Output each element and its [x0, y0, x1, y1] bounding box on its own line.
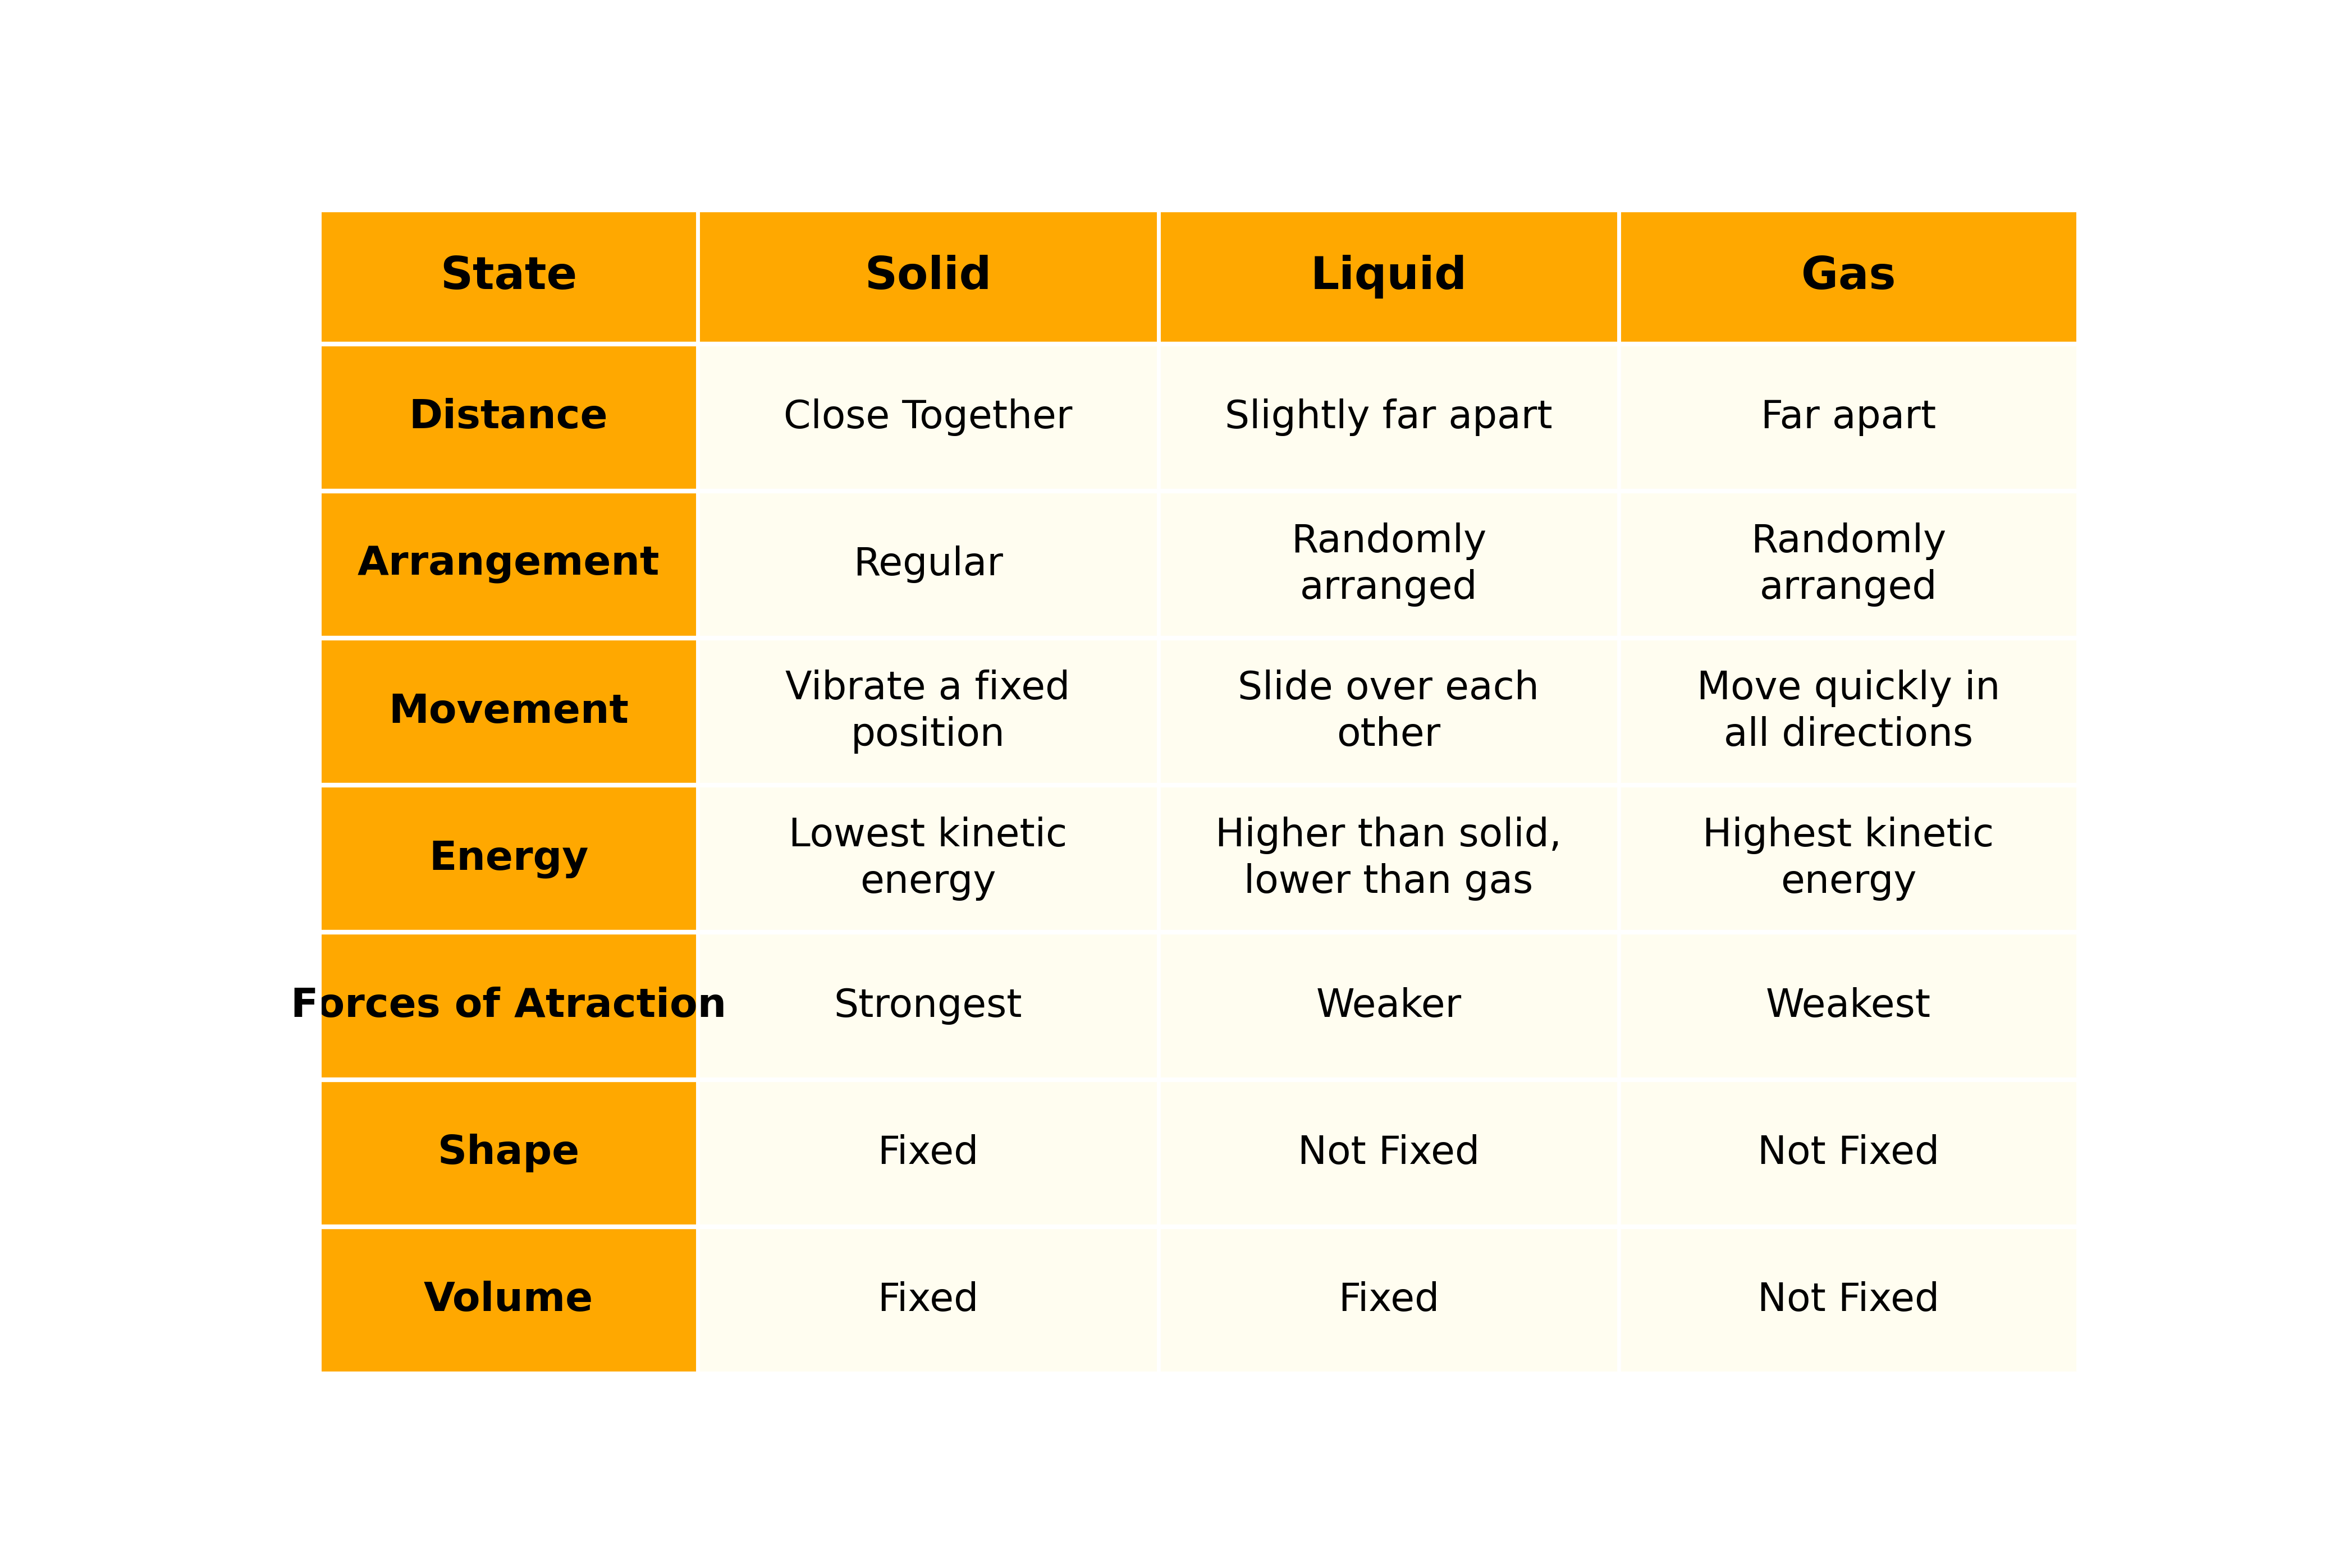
- Text: Randomly
arranged: Randomly arranged: [1291, 522, 1485, 607]
- Bar: [1158, 1226, 1619, 1374]
- Bar: [697, 210, 1158, 343]
- Text: Move quickly in
all directions: Move quickly in all directions: [1696, 670, 2000, 754]
- Text: Regular: Regular: [854, 546, 1003, 583]
- Bar: [697, 491, 1158, 638]
- Bar: [697, 786, 1158, 933]
- Text: Not Fixed: Not Fixed: [1757, 1134, 1939, 1171]
- Bar: [320, 491, 697, 638]
- Text: Far apart: Far apart: [1761, 398, 1937, 436]
- Bar: [1158, 786, 1619, 933]
- Bar: [1619, 343, 2077, 491]
- Bar: [320, 786, 697, 933]
- Bar: [1158, 1079, 1619, 1226]
- Bar: [1158, 210, 1619, 343]
- Bar: [697, 1226, 1158, 1374]
- Text: Gas: Gas: [1801, 256, 1895, 298]
- Bar: [320, 210, 697, 343]
- Bar: [1158, 491, 1619, 638]
- Bar: [1619, 638, 2077, 786]
- Text: Solid: Solid: [865, 256, 992, 298]
- Text: Movement: Movement: [388, 691, 629, 731]
- Bar: [320, 1079, 697, 1226]
- Text: Not Fixed: Not Fixed: [1298, 1134, 1481, 1171]
- Text: Fixed: Fixed: [877, 1281, 978, 1319]
- Bar: [1158, 638, 1619, 786]
- Bar: [1619, 786, 2077, 933]
- Text: Shape: Shape: [437, 1134, 580, 1173]
- Text: Strongest: Strongest: [833, 988, 1022, 1025]
- Bar: [320, 638, 697, 786]
- Text: Distance: Distance: [409, 398, 608, 436]
- Text: Energy: Energy: [428, 839, 589, 878]
- Text: Close Together: Close Together: [784, 398, 1071, 436]
- Text: Randomly
arranged: Randomly arranged: [1750, 522, 1946, 607]
- Text: Weaker: Weaker: [1317, 988, 1462, 1025]
- Bar: [320, 343, 697, 491]
- Text: Slightly far apart: Slightly far apart: [1226, 398, 1553, 436]
- Text: Volume: Volume: [423, 1281, 594, 1320]
- Text: Higher than solid,
lower than gas: Higher than solid, lower than gas: [1216, 817, 1562, 902]
- Bar: [1619, 933, 2077, 1079]
- Text: State: State: [440, 256, 578, 298]
- Bar: [1158, 343, 1619, 491]
- Bar: [1619, 1226, 2077, 1374]
- Bar: [697, 638, 1158, 786]
- Bar: [320, 933, 697, 1079]
- Bar: [1619, 1079, 2077, 1226]
- Bar: [1619, 210, 2077, 343]
- Bar: [697, 933, 1158, 1079]
- Bar: [1619, 491, 2077, 638]
- Text: Slide over each
other: Slide over each other: [1237, 670, 1539, 754]
- Bar: [320, 1226, 697, 1374]
- Text: Forces of Atraction: Forces of Atraction: [290, 986, 727, 1025]
- Text: Fixed: Fixed: [1338, 1281, 1438, 1319]
- Bar: [697, 343, 1158, 491]
- Text: Highest kinetic
energy: Highest kinetic energy: [1703, 817, 1995, 902]
- Bar: [697, 1079, 1158, 1226]
- Text: Arrangement: Arrangement: [358, 546, 660, 583]
- Text: Fixed: Fixed: [877, 1134, 978, 1171]
- Text: Weakest: Weakest: [1766, 988, 1932, 1025]
- Text: Vibrate a fixed
position: Vibrate a fixed position: [786, 670, 1071, 754]
- Text: Liquid: Liquid: [1310, 256, 1467, 298]
- Text: Lowest kinetic
energy: Lowest kinetic energy: [788, 817, 1067, 902]
- Bar: [1158, 933, 1619, 1079]
- Text: Not Fixed: Not Fixed: [1757, 1281, 1939, 1319]
